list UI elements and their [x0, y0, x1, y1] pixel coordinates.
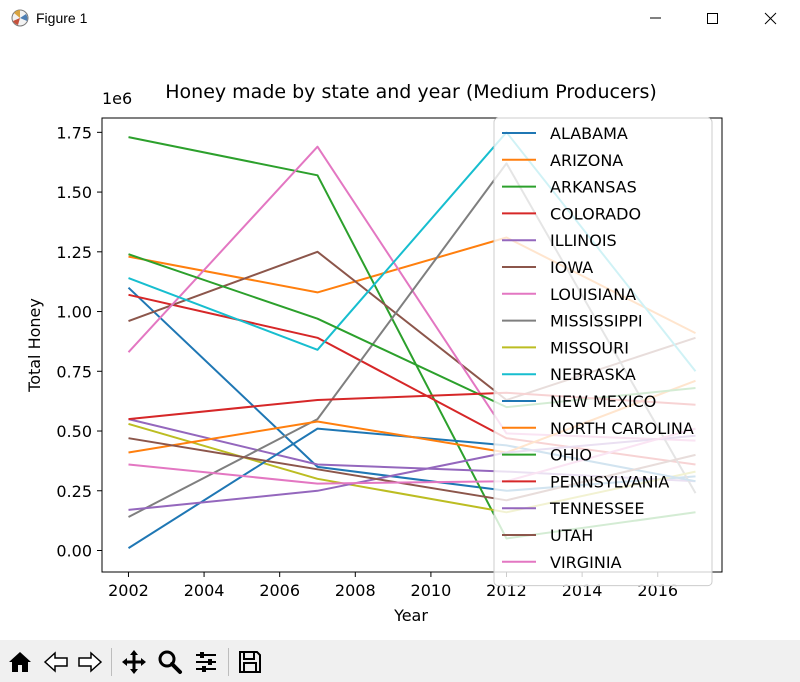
forward-arrow-icon: [78, 651, 103, 673]
close-button[interactable]: [748, 0, 794, 36]
pan-button[interactable]: [118, 646, 150, 678]
chart-title: Honey made by state and year (Medium Pro…: [165, 81, 657, 103]
y-tick-label: 1.00: [56, 303, 92, 322]
legend: ALABAMA ARIZONA ARKANSAS COLORADO ILLINOIS IO…: [493, 117, 713, 587]
legend-entry: MISSOURI: [550, 338, 629, 357]
home-icon: [9, 652, 31, 672]
legend-box: [493, 117, 713, 587]
legend-entry: ALABAMA: [550, 124, 628, 143]
x-axis-label: Year: [393, 606, 428, 625]
forward-button[interactable]: [74, 646, 106, 678]
legend-entry: IOWA: [550, 258, 593, 277]
legend-entry: ARIZONA: [550, 151, 623, 170]
minimize-icon: [650, 17, 661, 19]
back-arrow-icon: [43, 651, 68, 673]
legend-entry: PENNSYLVANIA: [550, 472, 669, 491]
save-button[interactable]: [234, 646, 266, 678]
window-titlebar: Figure 1: [0, 0, 800, 38]
matplotlib-app-icon: [10, 8, 30, 32]
y-tick-label: 0.50: [56, 422, 92, 441]
zoom-icon: [158, 650, 182, 674]
pan-icon: [122, 650, 146, 674]
y-tick-label: 0.75: [56, 362, 92, 381]
x-tick-label: 2010: [411, 581, 452, 600]
configure-subplots-button[interactable]: [190, 646, 222, 678]
minimize-button[interactable]: [633, 0, 679, 36]
legend-entry: LOUISIANA: [550, 285, 636, 304]
toolbar-separator: [228, 648, 229, 676]
window-title: Figure 1: [36, 10, 88, 26]
x-tick-label: 2002: [108, 581, 149, 600]
maximize-button[interactable]: [690, 0, 736, 36]
legend-entry: VIRGINIA: [550, 553, 622, 572]
legend-entry: OHIO: [550, 446, 592, 465]
legend-entry: MISSISSIPPI: [550, 312, 643, 331]
y-offset-label: 1e6: [102, 89, 132, 108]
close-icon: [764, 12, 777, 25]
x-tick-label: 2008: [335, 581, 376, 600]
y-tick-label: 1.75: [56, 123, 92, 142]
axis-ticks: 2002 2004 2006 2008 2010 2012 2014 20160.000.25…: [56, 123, 678, 600]
y-tick-label: 1.25: [56, 243, 92, 262]
y-tick-label: 0.00: [56, 541, 92, 560]
legend-entry: ARKANSAS: [550, 178, 637, 197]
legend-entry: NORTH CAROLINA: [550, 419, 694, 438]
legend-entry: TENNESSEE: [549, 499, 644, 518]
legend-entry: NEW MEXICO: [550, 392, 656, 411]
y-axis-label: Total Honey: [25, 298, 44, 393]
legend-entry: COLORADO: [550, 204, 641, 223]
home-button[interactable]: [4, 646, 36, 678]
x-tick-label: 2004: [184, 581, 225, 600]
save-icon: [239, 651, 261, 673]
y-tick-label: 1.50: [56, 183, 92, 202]
navigation-toolbar: [0, 640, 800, 682]
back-button[interactable]: [40, 646, 72, 678]
legend-entry: NEBRASKA: [550, 365, 636, 384]
legend-entry: UTAH: [550, 526, 593, 545]
y-tick-label: 0.25: [56, 482, 92, 501]
maximize-icon: [707, 13, 718, 24]
figure-canvas: Honey made by state and year (Medium Pro…: [0, 38, 800, 636]
x-tick-label: 2006: [259, 581, 300, 600]
legend-entry: ILLINOIS: [550, 231, 617, 250]
toolbar-separator: [111, 648, 112, 676]
configure-subplots-icon: [196, 652, 216, 672]
chart-svg: Honey made by state and year (Medium Pro…: [25, 81, 723, 625]
axes-frame: [101, 117, 723, 573]
zoom-button[interactable]: [154, 646, 186, 678]
